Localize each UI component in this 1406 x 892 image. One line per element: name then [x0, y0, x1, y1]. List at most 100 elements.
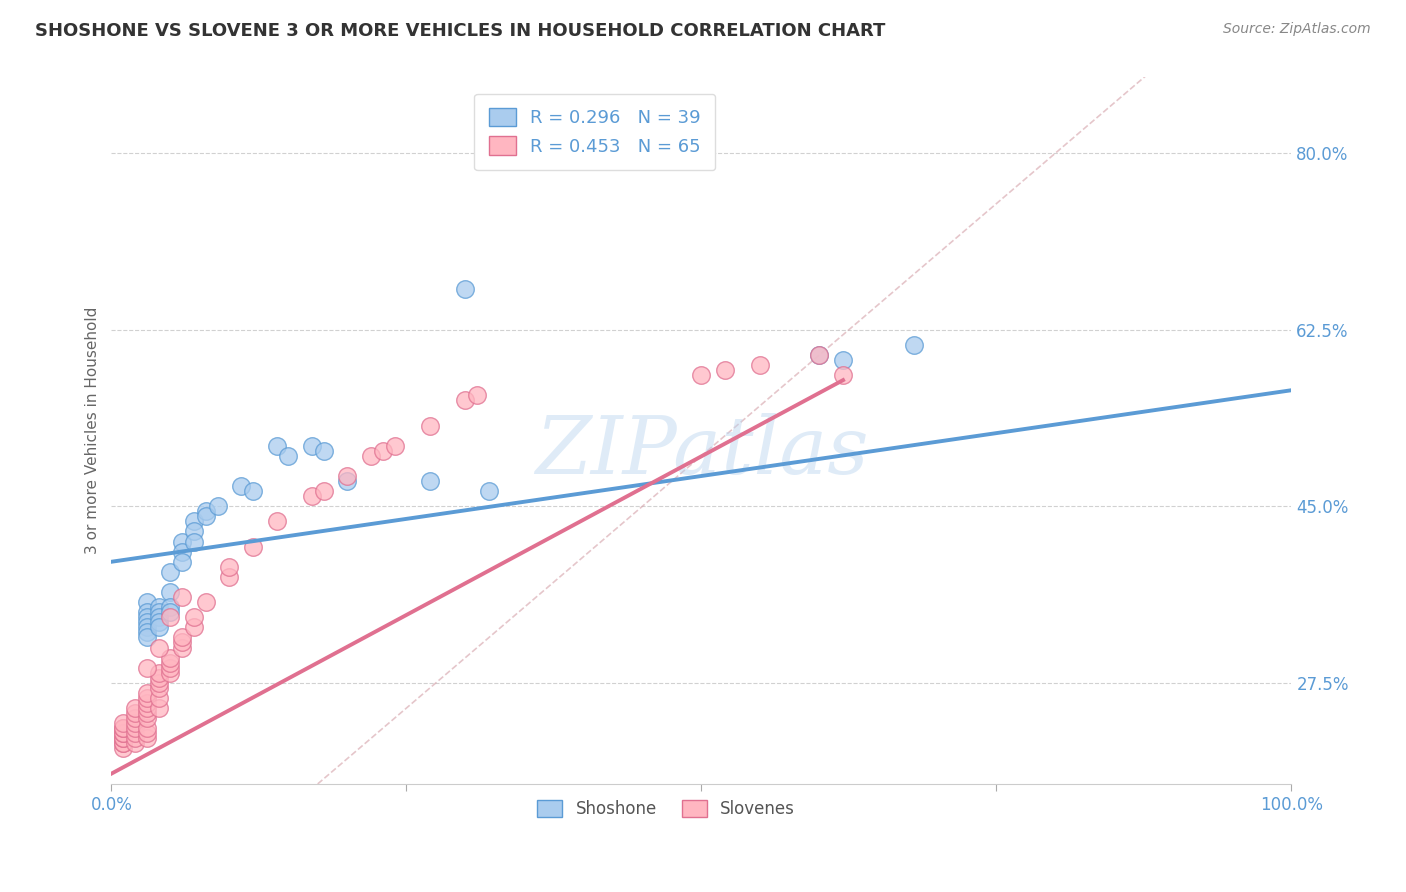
Point: [135, 711, 157, 725]
Point: [159, 605, 181, 619]
Point: [454, 393, 477, 408]
Point: [832, 353, 855, 368]
Point: [548, 146, 571, 161]
Point: [159, 600, 181, 615]
Point: [266, 515, 288, 529]
Point: [112, 716, 135, 731]
Point: [124, 711, 146, 725]
Text: ZIPatlas: ZIPatlas: [534, 413, 868, 491]
Point: [231, 479, 253, 493]
Point: [135, 615, 157, 630]
Point: [135, 726, 157, 740]
Point: [749, 358, 772, 372]
Point: [183, 620, 205, 634]
Text: SHOSHONE VS SLOVENE 3 OR MORE VEHICLES IN HOUSEHOLD CORRELATION CHART: SHOSHONE VS SLOVENE 3 OR MORE VEHICLES I…: [35, 22, 886, 40]
Point: [148, 620, 170, 634]
Point: [148, 615, 170, 630]
Point: [194, 509, 217, 524]
Point: [148, 605, 170, 619]
Point: [112, 736, 135, 750]
Point: [159, 665, 181, 680]
Point: [124, 736, 146, 750]
Point: [172, 640, 194, 655]
Point: [207, 500, 229, 514]
Point: [148, 665, 170, 680]
Point: [419, 474, 441, 488]
Point: [135, 595, 157, 609]
Point: [172, 544, 194, 558]
Point: [159, 610, 181, 624]
Point: [478, 484, 501, 499]
Point: [465, 388, 488, 402]
Point: [194, 595, 217, 609]
Point: [159, 661, 181, 675]
Point: [135, 721, 157, 735]
Point: [135, 620, 157, 634]
Point: [194, 504, 217, 518]
Point: [124, 721, 146, 735]
Point: [135, 706, 157, 720]
Point: [242, 540, 264, 554]
Point: [124, 731, 146, 746]
Point: [903, 338, 925, 352]
Point: [112, 721, 135, 735]
Point: [336, 469, 359, 483]
Point: [218, 570, 240, 584]
Point: [832, 368, 855, 383]
Point: [124, 716, 146, 731]
Point: [172, 555, 194, 569]
Legend: Shoshone, Slovenes: Shoshone, Slovenes: [530, 793, 801, 825]
Point: [148, 610, 170, 624]
Point: [183, 515, 205, 529]
Point: [159, 565, 181, 579]
Point: [183, 534, 205, 549]
Point: [312, 443, 335, 458]
Point: [172, 590, 194, 604]
Point: [148, 701, 170, 715]
Point: [159, 656, 181, 670]
Point: [159, 585, 181, 599]
Point: [135, 631, 157, 645]
Point: [135, 701, 157, 715]
Point: [124, 701, 146, 715]
Point: [808, 348, 831, 362]
Point: [301, 439, 323, 453]
Point: [242, 484, 264, 499]
Point: [112, 741, 135, 756]
Point: [148, 640, 170, 655]
Point: [183, 610, 205, 624]
Point: [124, 726, 146, 740]
Point: [148, 676, 170, 690]
Point: [135, 731, 157, 746]
Point: [371, 443, 394, 458]
Point: [172, 635, 194, 649]
Point: [277, 449, 299, 463]
Point: [135, 661, 157, 675]
Point: [135, 686, 157, 700]
Point: [172, 631, 194, 645]
Point: [124, 706, 146, 720]
Point: [112, 721, 135, 735]
Point: [419, 418, 441, 433]
Point: [135, 625, 157, 640]
Point: [336, 474, 359, 488]
Point: [183, 524, 205, 539]
Point: [159, 650, 181, 665]
Point: [148, 671, 170, 685]
Point: [148, 690, 170, 705]
Point: [808, 348, 831, 362]
Point: [301, 489, 323, 503]
Point: [148, 681, 170, 695]
Point: [112, 731, 135, 746]
Point: [112, 726, 135, 740]
Point: [454, 282, 477, 296]
Point: [312, 484, 335, 499]
Point: [135, 605, 157, 619]
Point: [148, 600, 170, 615]
Point: [690, 368, 713, 383]
Point: [112, 731, 135, 746]
Point: [384, 439, 406, 453]
Point: [135, 610, 157, 624]
Text: Source: ZipAtlas.com: Source: ZipAtlas.com: [1223, 22, 1371, 37]
Point: [266, 439, 288, 453]
